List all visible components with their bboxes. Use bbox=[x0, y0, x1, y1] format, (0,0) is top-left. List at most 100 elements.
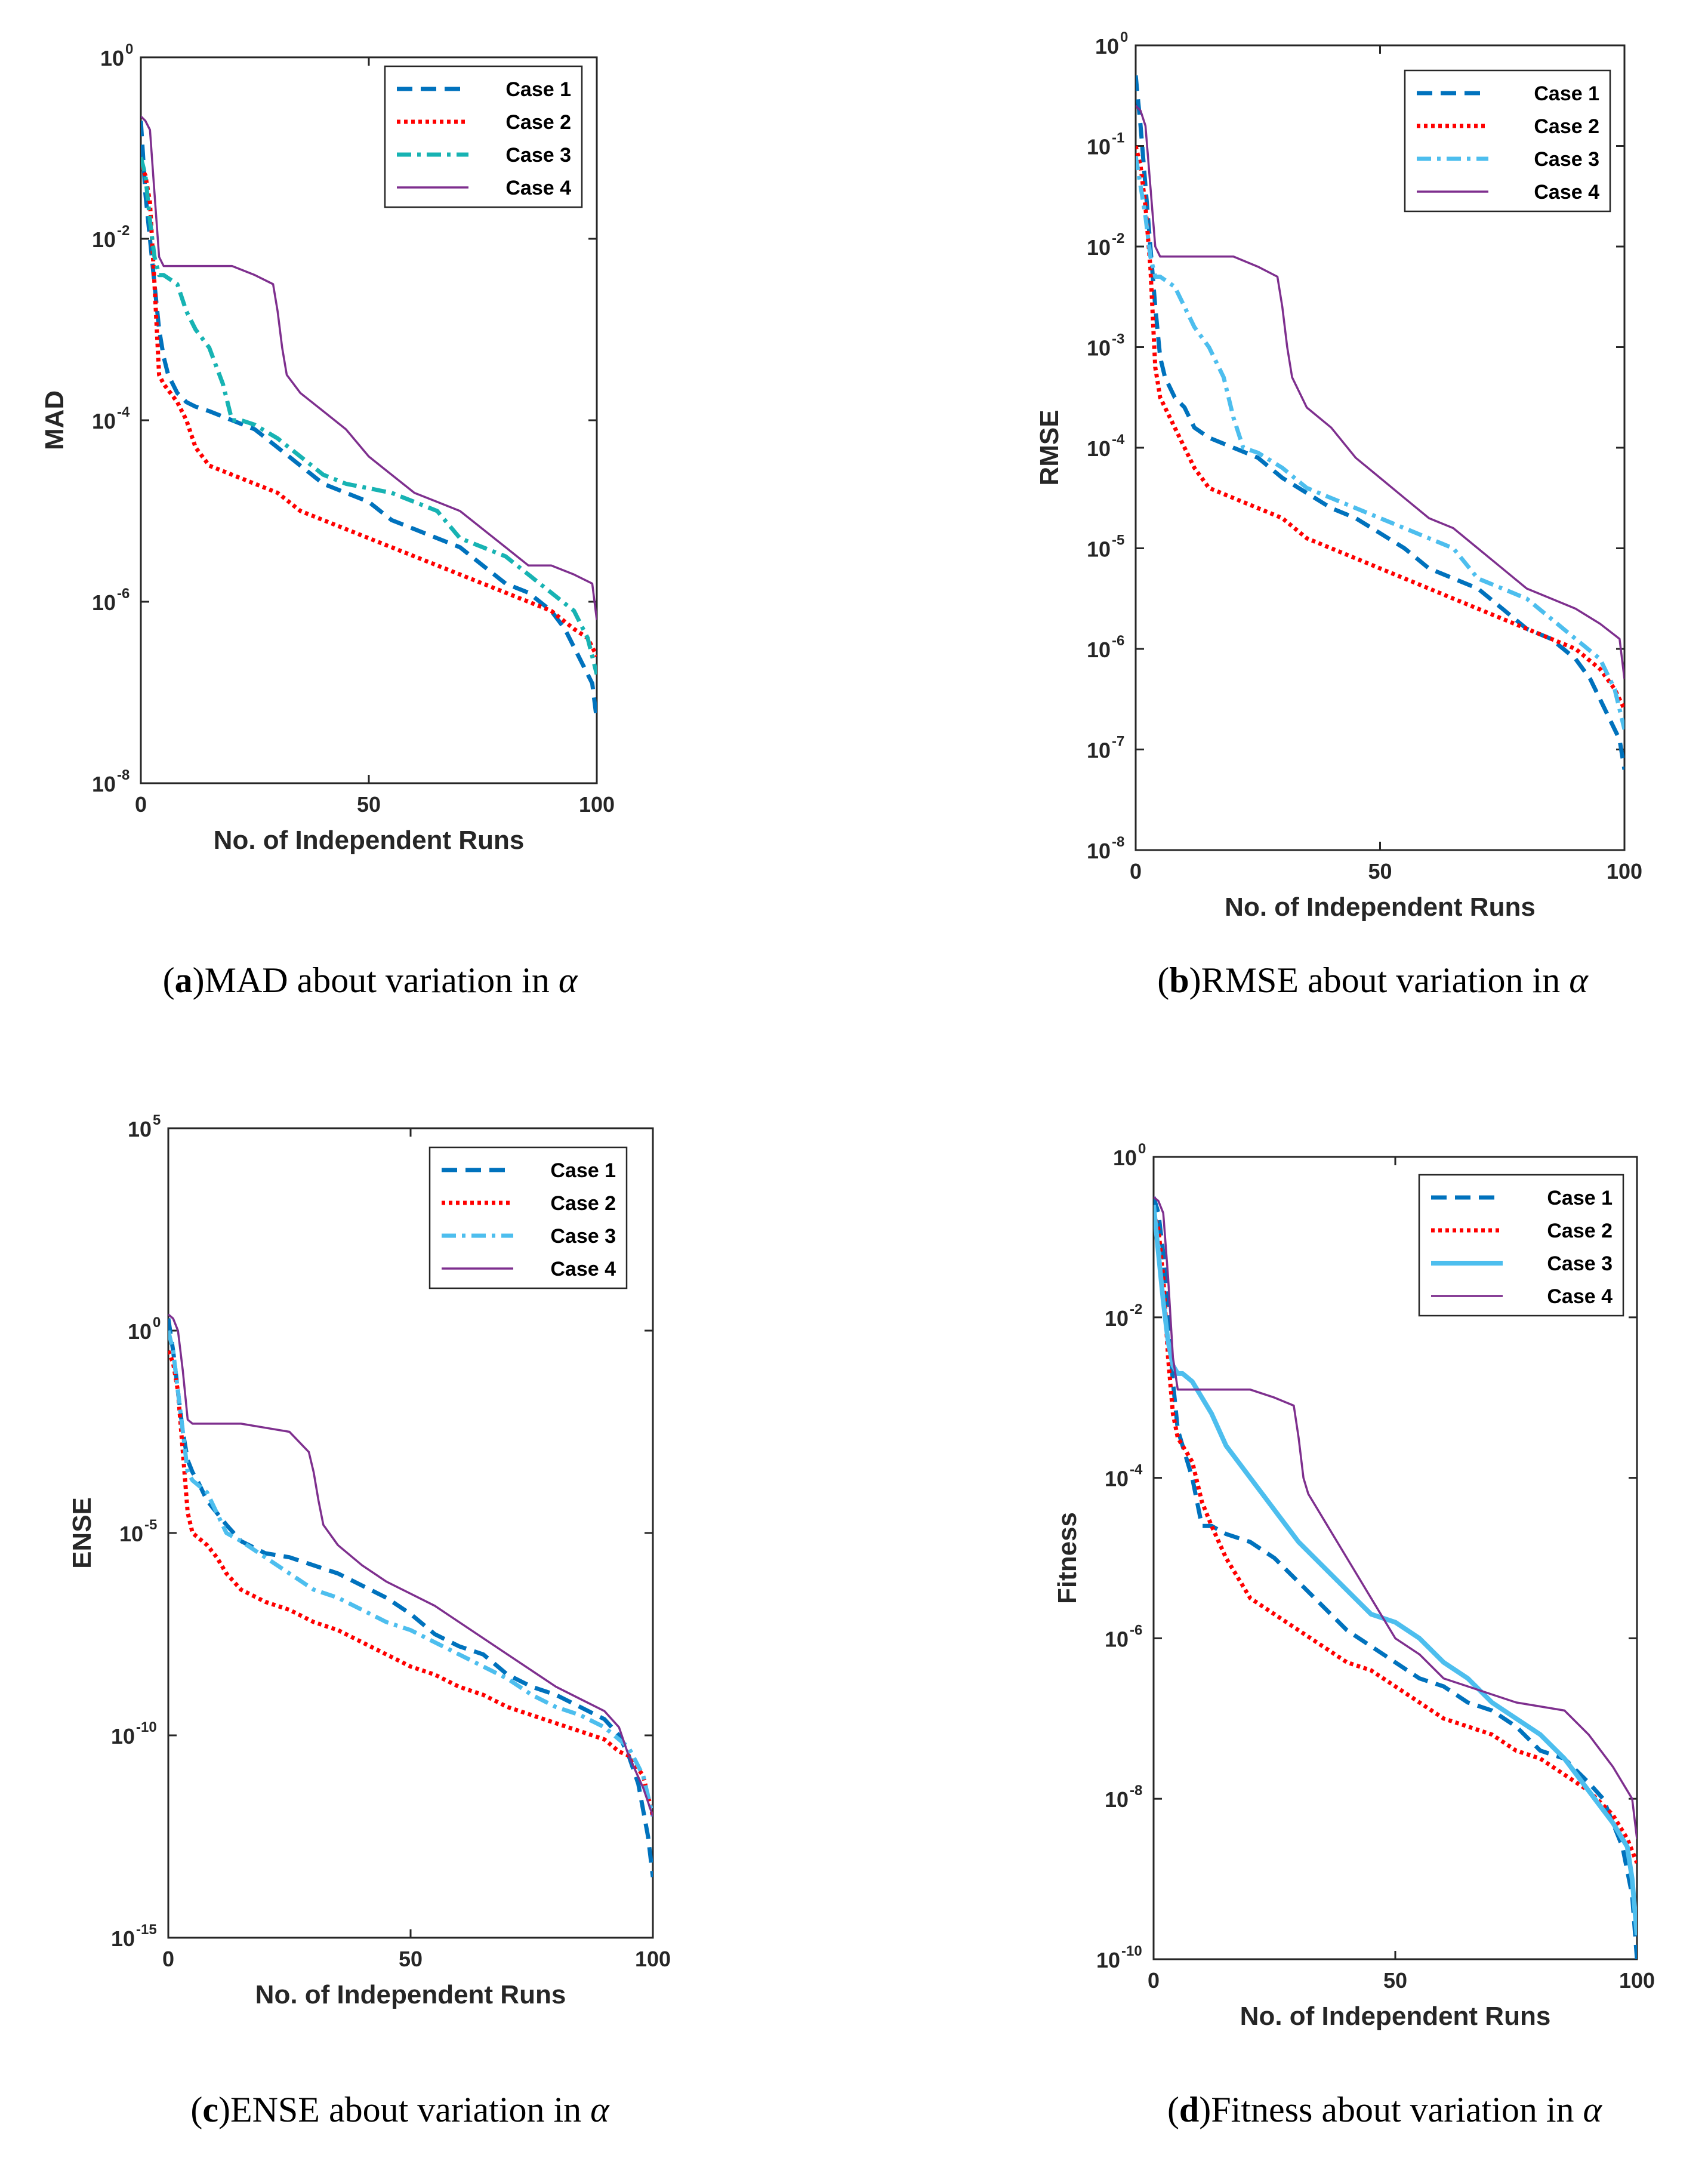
legend: Case 1 Case 2 Case 3 Case 4 bbox=[428, 1146, 628, 1289]
y-tick-exponent: -5 bbox=[1112, 532, 1124, 549]
y-tick-exponent: -6 bbox=[117, 586, 130, 602]
series-line-case-2 bbox=[1136, 145, 1624, 710]
series-line-case-3 bbox=[1154, 1205, 1637, 1936]
y-tick-exponent: -15 bbox=[136, 1922, 157, 1938]
series-line-case-4 bbox=[168, 1313, 653, 1817]
legend-label-case-1: Case 1 bbox=[1534, 82, 1599, 105]
legend-label-case-4: Case 4 bbox=[1547, 1285, 1613, 1308]
y-tick-exponent: -10 bbox=[136, 1719, 157, 1735]
x-tick-label: 100 bbox=[1607, 859, 1642, 883]
y-tick-label: 10 bbox=[1095, 34, 1119, 59]
caption-d: (d)Fitness about variation in α bbox=[1167, 2090, 1602, 2129]
series-line-case-3 bbox=[168, 1330, 653, 1817]
x-tick-label: 0 bbox=[1148, 1968, 1160, 1993]
legend-label-case-2: Case 2 bbox=[550, 1192, 616, 1215]
y-tick-exponent: -10 bbox=[1121, 1943, 1142, 1959]
y-tick-label: 10 bbox=[1113, 1146, 1137, 1170]
x-tick-label: 50 bbox=[399, 1947, 423, 1971]
series-line-case-2 bbox=[1154, 1212, 1637, 1864]
x-tick-label: 100 bbox=[1619, 1968, 1655, 1993]
y-tick-exponent: 0 bbox=[153, 1314, 161, 1331]
legend-box bbox=[1418, 1174, 1624, 1317]
y-tick-label: 10 bbox=[1105, 1787, 1129, 1812]
y-axis-label: RMSE bbox=[1035, 410, 1064, 485]
y-tick-label: 10 bbox=[1087, 839, 1111, 863]
y-axis-label: Fitness bbox=[1053, 1512, 1082, 1604]
series-line-case-4 bbox=[1154, 1196, 1637, 1839]
y-tick-exponent: -7 bbox=[1112, 734, 1124, 750]
y-tick-label: 10 bbox=[1087, 436, 1111, 461]
caption-a: (a)MAD about variation in α bbox=[162, 961, 578, 1000]
legend-label-case-1: Case 1 bbox=[505, 78, 571, 101]
legend-box bbox=[384, 65, 583, 208]
caption-b: (b)RMSE about variation in α bbox=[1157, 961, 1588, 1000]
y-tick-label: 10 bbox=[119, 1522, 143, 1546]
legend-label-case-4: Case 4 bbox=[550, 1258, 616, 1280]
legend-label-case-3: Case 3 bbox=[550, 1225, 616, 1248]
y-tick-exponent: -2 bbox=[117, 223, 130, 239]
legend-label-case-2: Case 2 bbox=[1534, 115, 1599, 138]
legend-label-case-3: Case 3 bbox=[1547, 1252, 1613, 1275]
legend-label-case-1: Case 1 bbox=[1547, 1187, 1613, 1209]
series-line-case-2 bbox=[141, 165, 597, 657]
legend-box bbox=[1404, 69, 1611, 213]
legend-label-case-2: Case 2 bbox=[505, 111, 571, 134]
y-tick-label: 10 bbox=[1105, 1467, 1129, 1491]
legend-label-case-3: Case 3 bbox=[505, 144, 571, 167]
y-tick-label: 10 bbox=[1087, 537, 1111, 562]
series-line-case-3 bbox=[1136, 155, 1624, 730]
series-line-case-1 bbox=[1154, 1196, 1637, 1959]
y-tick-label: 10 bbox=[1096, 1948, 1120, 1972]
y-tick-exponent: -8 bbox=[117, 767, 130, 783]
y-tick-label: 10 bbox=[1105, 1627, 1129, 1651]
y-tick-label: 10 bbox=[92, 772, 116, 796]
y-tick-exponent: -6 bbox=[1130, 1622, 1142, 1638]
y-tick-exponent: -3 bbox=[1112, 331, 1124, 347]
x-tick-label: 50 bbox=[357, 792, 381, 817]
legend-label-case-2: Case 2 bbox=[1547, 1220, 1613, 1242]
x-axis-label: No. of Independent Runs bbox=[1225, 892, 1536, 922]
y-tick-exponent: -4 bbox=[1130, 1462, 1143, 1478]
y-tick-exponent: -4 bbox=[1112, 432, 1125, 448]
y-tick-label: 10 bbox=[1105, 1306, 1129, 1331]
y-tick-label: 10 bbox=[1087, 738, 1111, 763]
y-tick-exponent: -8 bbox=[1112, 834, 1124, 850]
x-tick-label: 0 bbox=[1130, 859, 1142, 883]
series-line-case-1 bbox=[168, 1318, 653, 1877]
y-tick-label: 10 bbox=[100, 46, 124, 70]
y-tick-label: 10 bbox=[1087, 638, 1111, 662]
y-tick-exponent: 5 bbox=[153, 1112, 161, 1128]
y-tick-label: 10 bbox=[1087, 135, 1111, 159]
legend: Case 1 Case 2 Case 3 Case 4 bbox=[1404, 69, 1611, 213]
y-tick-exponent: -6 bbox=[1112, 633, 1124, 649]
x-axis-label: No. of Independent Runs bbox=[214, 826, 525, 855]
y-tick-label: 10 bbox=[128, 1319, 152, 1344]
y-tick-label: 10 bbox=[92, 227, 116, 252]
x-tick-label: 0 bbox=[135, 792, 147, 817]
legend-label-case-4: Case 4 bbox=[1534, 181, 1599, 204]
x-tick-label: 100 bbox=[635, 1947, 671, 1971]
legend-label-case-1: Case 1 bbox=[550, 1159, 616, 1182]
x-tick-label: 50 bbox=[1383, 1968, 1407, 1993]
y-tick-exponent: 0 bbox=[1120, 29, 1128, 45]
legend: Case 1 Case 2 Case 3 Case 4 bbox=[384, 65, 583, 208]
y-tick-label: 10 bbox=[128, 1117, 152, 1141]
y-tick-exponent: -4 bbox=[117, 404, 130, 420]
series-line-case-4 bbox=[1136, 104, 1624, 679]
y-tick-exponent: 0 bbox=[1138, 1141, 1146, 1157]
y-tick-label: 10 bbox=[92, 590, 116, 615]
series-line-case-3 bbox=[141, 156, 597, 675]
y-tick-label: 10 bbox=[111, 1724, 135, 1748]
x-tick-label: 50 bbox=[1368, 859, 1392, 883]
legend-box bbox=[428, 1146, 628, 1289]
legend: Case 1 Case 2 Case 3 Case 4 bbox=[1418, 1174, 1624, 1317]
y-tick-exponent: -8 bbox=[1130, 1783, 1142, 1799]
y-tick-label: 10 bbox=[1087, 336, 1111, 361]
x-tick-label: 100 bbox=[579, 792, 615, 817]
y-tick-exponent: -1 bbox=[1112, 130, 1124, 146]
x-tick-label: 0 bbox=[162, 1947, 174, 1971]
